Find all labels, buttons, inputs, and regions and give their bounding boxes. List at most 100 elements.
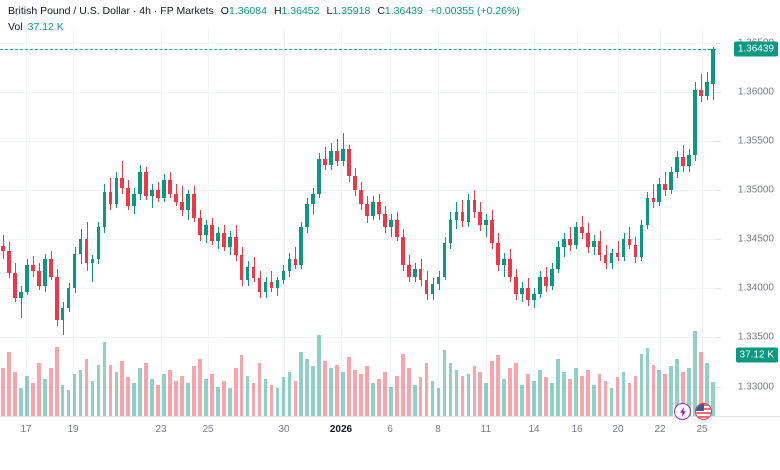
candle-body — [687, 154, 691, 167]
flag-canton — [696, 404, 704, 411]
time-gridline — [577, 28, 578, 416]
volume-bar — [150, 379, 154, 416]
high-value: 1.36452 — [281, 5, 320, 17]
time-axis-label: 17 — [20, 424, 32, 435]
candle-body — [466, 199, 471, 222]
candle-body — [317, 158, 322, 194]
chart-legend: British Pound / U.S. Dollar · 4h · FP Ma… — [8, 5, 520, 34]
candle-body — [657, 184, 662, 202]
volume-bar — [84, 359, 89, 416]
volume-bar — [400, 353, 405, 416]
candle-wick — [486, 213, 487, 238]
candle-body — [186, 194, 190, 210]
candle-body — [168, 180, 172, 194]
volume-bar — [412, 384, 417, 416]
candle-body — [651, 197, 656, 202]
volume-bar — [538, 370, 542, 416]
candle-body — [359, 190, 363, 204]
volume-bar — [36, 362, 41, 416]
candle-body — [293, 258, 298, 265]
volume-bar — [490, 360, 495, 416]
candle-body — [383, 213, 387, 228]
chart-plot-area[interactable] — [0, 28, 716, 416]
volume-bar — [478, 371, 483, 416]
volume-bar — [299, 351, 304, 416]
candle-body — [215, 233, 220, 242]
volume-bar — [30, 382, 35, 416]
candle-body — [329, 150, 333, 165]
candle-body — [436, 276, 441, 285]
price-gridline — [0, 190, 716, 192]
volume-bar — [90, 381, 95, 416]
us-flag-icon[interactable] — [695, 403, 712, 420]
candle-body — [412, 268, 417, 277]
price-tick-mark — [716, 288, 721, 290]
time-gridline — [660, 28, 661, 416]
volume-bar — [436, 388, 441, 416]
volume-bar — [544, 377, 548, 416]
candle-body — [562, 239, 566, 248]
price-axis-label: 1.34500 — [737, 233, 774, 245]
bottom-bar: TradingView — [0, 442, 780, 470]
candle-body — [591, 241, 596, 248]
volume-bar — [502, 379, 507, 416]
volume-bar — [156, 384, 160, 416]
time-axis-label: 19 — [67, 424, 79, 435]
candle-body — [514, 276, 518, 295]
symbol-title[interactable]: British Pound / U.S. Dollar · 4h · FP Ma… — [8, 5, 214, 17]
candle-body — [496, 243, 501, 265]
volume-bar — [275, 388, 280, 416]
candle-wick — [629, 227, 630, 249]
time-axis[interactable]: 17 19 23 25 30 2026 6 8 11 14 16 20 22 25 — [0, 416, 780, 442]
candle-body — [430, 284, 435, 295]
time-axis-label: 16 — [571, 424, 583, 435]
volume-bar — [591, 384, 596, 416]
candle-body — [585, 233, 590, 248]
price-tick-mark — [716, 42, 721, 44]
volume-bar — [365, 366, 369, 416]
volume-bar — [323, 360, 328, 416]
volume-bar — [621, 371, 626, 416]
time-gridline — [702, 28, 703, 416]
candle-body — [102, 192, 107, 228]
time-axis-label: 25 — [696, 424, 708, 435]
candle-body — [335, 150, 339, 161]
candle-wick — [152, 184, 153, 208]
price-gridline — [0, 386, 716, 388]
time-gridline — [161, 28, 162, 416]
volume-bar — [639, 353, 644, 416]
candle-body — [299, 227, 304, 265]
price-tick-mark — [716, 140, 721, 142]
price-axis[interactable]: 1.365001.360001.355001.350001.345001.340… — [716, 28, 780, 416]
volume-bar — [371, 382, 375, 416]
volume-bar — [687, 368, 691, 416]
low-value: 1.35918 — [332, 5, 371, 17]
candle-body — [484, 219, 489, 226]
volume-bar — [42, 379, 47, 416]
volume-bar — [168, 370, 172, 416]
volume-bar — [633, 375, 638, 416]
volume-bar — [573, 368, 578, 416]
volume-bar — [663, 373, 668, 416]
volume-value: 37.12 K — [27, 21, 64, 33]
candle-body — [204, 225, 208, 236]
volume-bar — [281, 377, 286, 416]
last-price-badge[interactable]: 1.36439 — [733, 41, 778, 57]
price-gridline — [0, 91, 716, 93]
candle-body — [30, 264, 35, 271]
chart-floating-icons — [674, 403, 712, 420]
candle-body — [406, 264, 411, 277]
candle-body — [448, 219, 453, 244]
volume-badge[interactable]: 37.12 K — [735, 347, 778, 363]
volume-bar — [567, 379, 572, 416]
volume-bar — [245, 375, 250, 416]
candle-body — [269, 282, 274, 289]
volume-bar — [609, 388, 614, 416]
lightning-bolt-icon[interactable] — [674, 403, 691, 420]
volume-bar — [353, 370, 357, 416]
volume-bar — [377, 379, 381, 416]
candle-body — [532, 294, 536, 301]
volume-bar — [669, 366, 674, 416]
close-label: C — [377, 5, 385, 17]
